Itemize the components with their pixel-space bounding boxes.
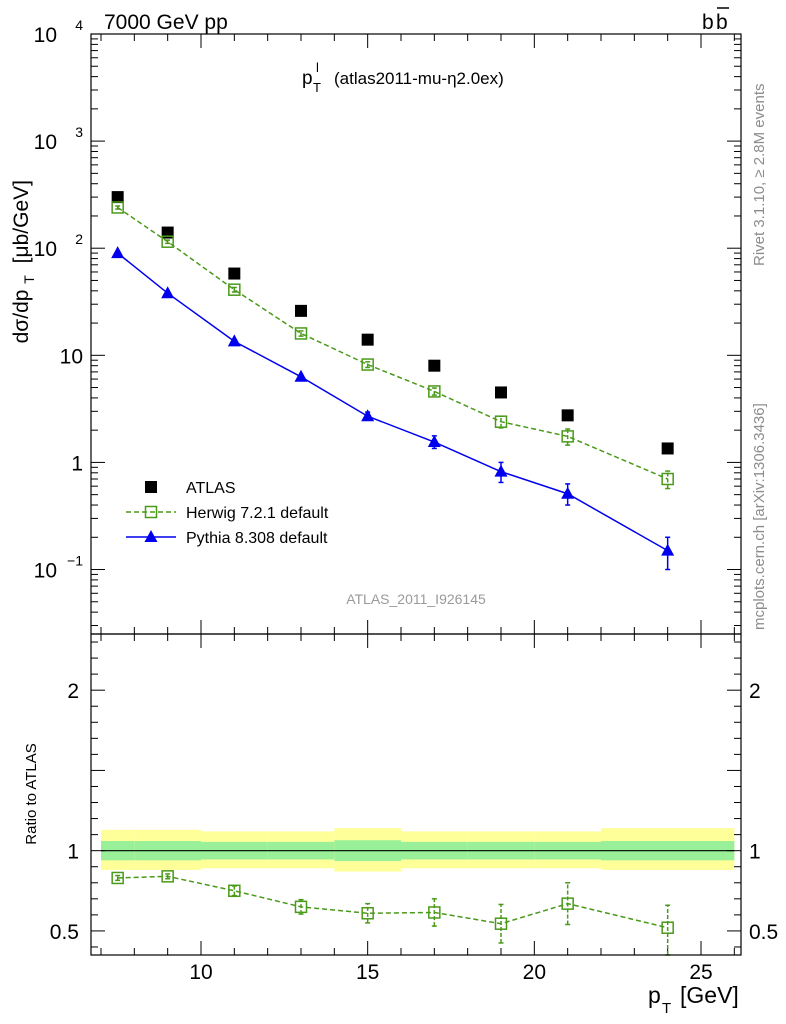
data-point — [561, 897, 574, 910]
y-tick-label-exp: 4 — [75, 17, 83, 33]
y-tick-label: 10 — [34, 238, 57, 261]
data-point — [361, 409, 375, 422]
ratio-frame — [90, 633, 742, 956]
side-label-mcplots: mcplots.cern.ch [arXiv:1306.3436] — [751, 403, 768, 630]
data-point — [111, 871, 124, 885]
data-point — [228, 267, 241, 280]
data-point — [561, 409, 574, 422]
data-point — [111, 201, 124, 214]
watermark-analysis: ATLAS_2011_I926145 — [346, 591, 486, 607]
title-sup: l — [316, 60, 319, 75]
header-right: b b — [702, 7, 729, 34]
data-point — [661, 543, 675, 556]
ratio-y-tick-label: 2 — [67, 680, 79, 703]
data-point — [661, 442, 674, 455]
series-1 — [111, 201, 674, 490]
data-point — [294, 900, 308, 914]
ratio-y-tick-label-right: 2 — [749, 680, 761, 703]
data-point — [428, 359, 441, 372]
data-point — [145, 481, 157, 493]
data-point — [144, 505, 158, 519]
ylabel-sub: T — [21, 275, 37, 284]
y-tick-label: 10 — [34, 24, 57, 47]
xlabel: p T [GeV] — [648, 982, 739, 1017]
header-right-b: b — [702, 11, 714, 34]
data-point — [494, 464, 508, 477]
header-left: 7000 GeV pp — [104, 11, 228, 34]
ratio-y-tick-label-right: 0.5 — [749, 921, 778, 944]
y-tick-label: 10 — [60, 345, 83, 368]
ylabel-unit: [μb/GeV] — [10, 180, 33, 263]
xlabel-sub: T — [662, 1000, 671, 1017]
data-point — [295, 304, 307, 317]
data-point — [361, 358, 374, 371]
y-tick-label: 10 — [34, 560, 57, 583]
data-point — [227, 334, 241, 347]
side-label-rivet: Rivet 3.1.10, ≥ 2.8M events — [751, 84, 768, 267]
y-tick-label-exp: 2 — [75, 231, 83, 247]
title-main: p — [302, 68, 313, 89]
legend-entry: ATLAS — [145, 480, 236, 497]
data-point — [144, 530, 158, 542]
data-point — [361, 907, 374, 920]
data-point — [428, 906, 441, 919]
legend-entry: Pythia 8.308 default — [126, 530, 328, 547]
ratio-panel: 0.5 0.5 1 1 2 2 10 15 20 25 — [50, 633, 778, 984]
data-point — [427, 435, 441, 448]
data-point — [111, 246, 125, 259]
data-point — [361, 333, 374, 346]
series-line — [117, 875, 668, 929]
y-tick-label-exp: −1 — [67, 553, 83, 569]
data-point — [161, 286, 175, 299]
header-right-bbar: b — [716, 11, 728, 34]
data-point — [561, 430, 574, 443]
x-tick-label: 15 — [356, 961, 379, 984]
ylabel-main: dσ/dp — [10, 290, 33, 344]
legend-label: Pythia 8.308 default — [186, 530, 328, 547]
series-2 — [111, 246, 675, 571]
y-tick-label: 10 — [34, 131, 57, 154]
title-sub: T — [313, 80, 321, 95]
ratio-y-tick-label-right: 1 — [749, 841, 761, 864]
legend-entry: Herwig 7.2.1 default — [126, 505, 329, 522]
main-panel: 10 −1 1 10 10 2 10 3 10 4 — [34, 17, 742, 635]
data-point — [561, 486, 575, 499]
x-tick-label: 25 — [689, 961, 712, 984]
data-point — [294, 327, 308, 340]
data-point — [111, 191, 124, 204]
y-tick-label-exp: 3 — [75, 124, 83, 140]
xlabel-unit: [GeV] — [680, 982, 739, 1008]
data-point — [161, 870, 174, 883]
ratio-bands — [101, 828, 735, 872]
data-point — [661, 921, 674, 934]
series-line — [117, 206, 668, 480]
xlabel-main: p — [648, 982, 661, 1008]
ratio-y-tick-label: 1 — [67, 841, 79, 864]
legend-label: Herwig 7.2.1 default — [186, 505, 329, 522]
data-point — [428, 385, 441, 398]
x-tick-label: 10 — [189, 961, 212, 984]
series-ratio-0 — [111, 870, 674, 956]
y-tick-label: 1 — [71, 452, 83, 475]
svg-text:dσ/dp T [μb/GeV]: dσ/dp T [μb/GeV] — [10, 180, 39, 343]
ratio-ylabel: Ratio to ATLAS — [23, 743, 40, 844]
legend-label: ATLAS — [186, 480, 236, 497]
data-point — [495, 386, 507, 399]
data-point — [294, 369, 308, 382]
legend: ATLAS Herwig 7.2.1 default Pythia 8.308 de… — [126, 480, 329, 547]
data-point — [228, 884, 241, 898]
ratio-y-tick-label: 0.5 — [50, 921, 79, 944]
data-point — [661, 472, 674, 486]
data-point — [494, 917, 508, 930]
data-point — [228, 283, 241, 296]
title-rest: (atlas2011-mu-η2.0ex) — [334, 69, 504, 88]
main-title: p T l (atlas2011-mu-η2.0ex) — [302, 60, 504, 95]
main-ylabel: dσ/dp T [μb/GeV] — [10, 180, 39, 343]
series-0 — [111, 191, 674, 455]
data-point — [494, 415, 508, 428]
data-point — [161, 235, 174, 248]
x-tick-label: 20 — [523, 961, 546, 984]
